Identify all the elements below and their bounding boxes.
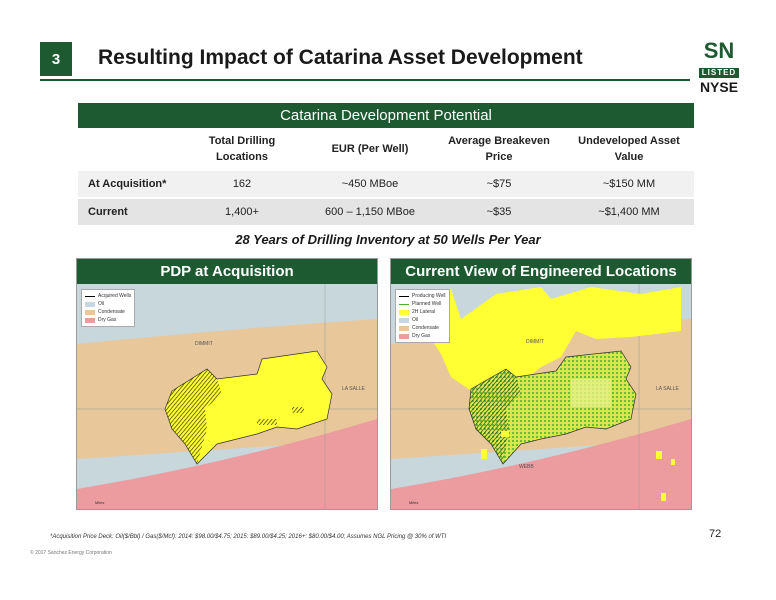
county-label: LA SALLE	[342, 386, 365, 392]
legend-item: 2H Lateral	[399, 308, 446, 316]
table-cell: 600 – 1,150 MBoe	[306, 198, 434, 225]
logo-ticker: SN	[703, 38, 735, 63]
inventory-subheading: 28 Years of Drilling Inventory at 50 Wel…	[235, 232, 541, 247]
table-cell: 1,400+	[178, 198, 306, 225]
title-divider	[40, 79, 690, 81]
dry-gas-zone	[391, 419, 691, 509]
column-header	[78, 128, 178, 171]
legend-item: Acquired Wells	[85, 292, 131, 300]
development-potential-table: Catarina Development Potential Total Dri…	[78, 103, 694, 225]
producing-wells	[469, 369, 521, 464]
column-header: EUR (Per Well)	[306, 128, 434, 171]
scale-bar: Miles	[95, 500, 105, 505]
leased-acreage	[409, 287, 681, 394]
slide-number-badge: 3	[40, 42, 72, 76]
logo-exchange: NYSE	[699, 79, 739, 95]
table-cell: ~$75	[434, 170, 564, 199]
legend-item: Oil	[85, 300, 131, 308]
map-legend: Producing Well Planned Well 2H Lateral O…	[395, 289, 450, 343]
logo-listed: LISTED	[698, 68, 740, 78]
legend-item: Condensate	[85, 308, 131, 316]
table-cell: ~$1,400 MM	[564, 198, 694, 225]
legend-item: Condensate	[399, 324, 446, 332]
table-cell: 162	[178, 170, 306, 199]
company-logo: SN LISTED NYSE	[695, 40, 743, 94]
county-label: LA SALLE	[656, 386, 679, 392]
table-banner: Catarina Development Potential	[78, 103, 694, 128]
row-label: Current	[78, 198, 178, 225]
map-pdp-at-acquisition: PDP at Acquisition Acquired Wells Oil Co…	[76, 258, 378, 510]
legend-item: Producing Well	[399, 292, 446, 300]
row-label: At Acquisition*	[78, 170, 178, 199]
column-header: Total Drilling Locations	[178, 128, 306, 171]
map-title: Current View of Engineered Locations	[391, 259, 691, 284]
table-cell: ~450 MBoe	[306, 170, 434, 199]
table-header-row: Total Drilling Locations EUR (Per Well) …	[78, 128, 694, 171]
table-cell: ~$150 MM	[564, 170, 694, 199]
legend-item: Oil	[399, 316, 446, 324]
page-title: Resulting Impact of Catarina Asset Devel…	[98, 46, 583, 69]
map-legend: Acquired Wells Oil Condensate Dry Gas	[81, 289, 136, 327]
price-deck-footnote: *Acquisition Price Deck: Oil($/Bbl) / Ga…	[50, 534, 447, 540]
legend-item: Dry Gas	[85, 316, 131, 324]
page-number: 72	[709, 528, 722, 540]
column-header: Average Breakeven Price	[434, 128, 564, 171]
legend-item: Dry Gas	[399, 332, 446, 340]
county-label: WEBB	[519, 464, 534, 470]
acquired-wells	[165, 369, 222, 464]
county-label: DIMMIT	[195, 341, 213, 347]
legend-item: Planned Well	[399, 300, 446, 308]
table-row: Current 1,400+ 600 – 1,150 MBoe ~$35 ~$1…	[78, 198, 694, 225]
county-label: DIMMIT	[526, 339, 544, 345]
dry-gas-zone	[77, 419, 377, 509]
map-engineered-locations: Current View of Engineered Locations Pro…	[390, 258, 692, 510]
copyright-notice: © 2017 Sanchez Energy Corporation	[30, 550, 112, 556]
table-cell: ~$35	[434, 198, 564, 225]
table-grid: Total Drilling Locations EUR (Per Well) …	[78, 128, 694, 225]
column-header: Undeveloped Asset Value	[564, 128, 694, 171]
map-graphic	[391, 259, 691, 509]
map-title: PDP at Acquisition	[77, 259, 377, 284]
scale-bar: Miles	[409, 500, 419, 505]
map-graphic	[77, 259, 377, 509]
table-row: At Acquisition* 162 ~450 MBoe ~$75 ~$150…	[78, 170, 694, 199]
